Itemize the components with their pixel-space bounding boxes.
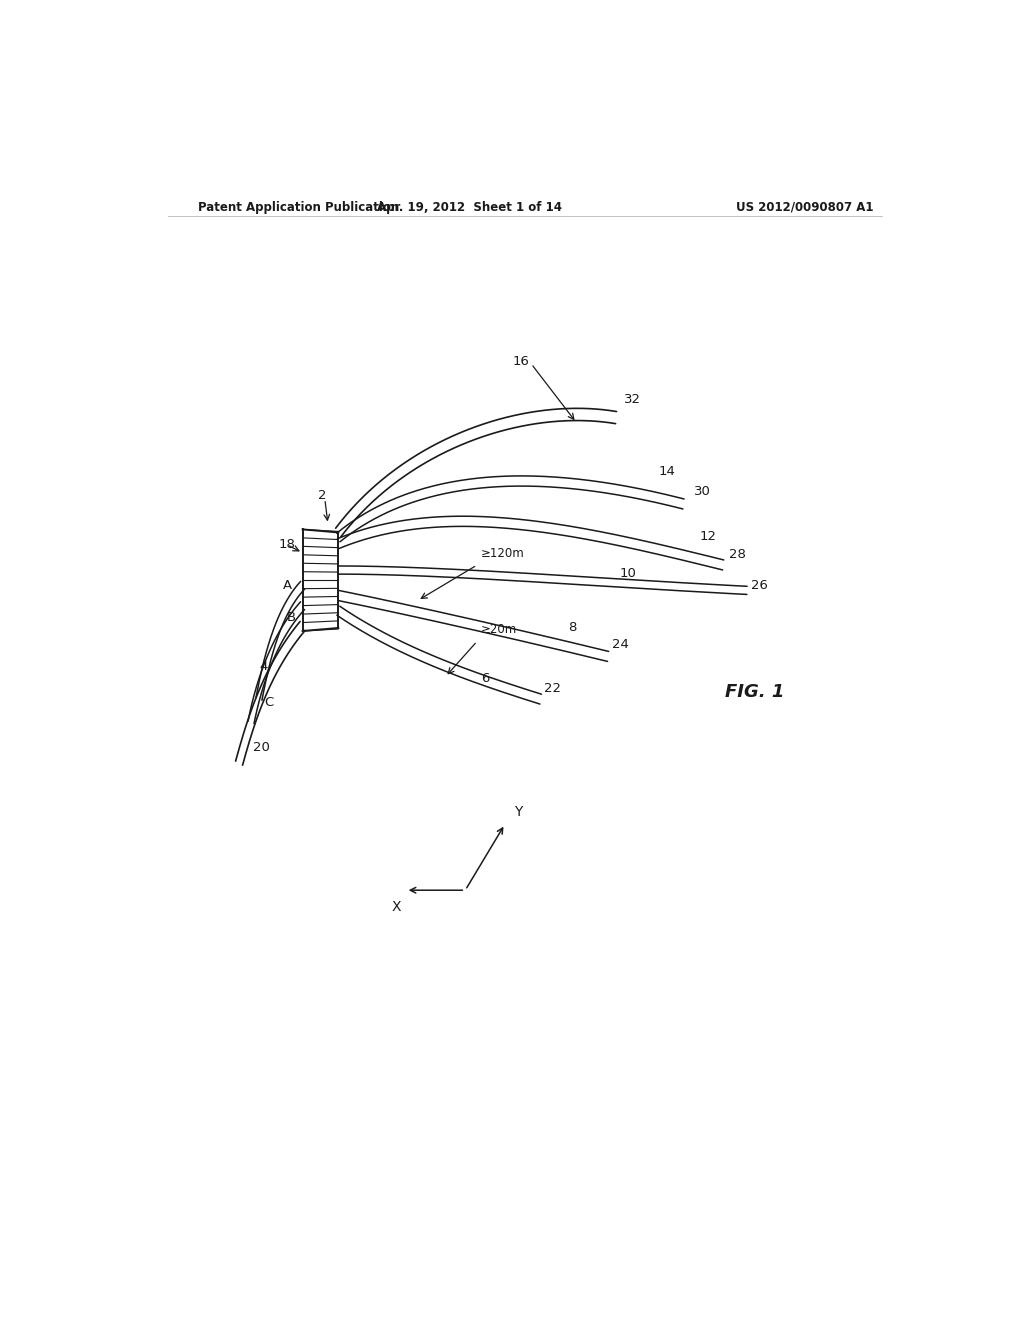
Text: 28: 28: [729, 548, 745, 561]
Text: 4: 4: [259, 660, 267, 673]
Text: 26: 26: [751, 578, 768, 591]
Text: 8: 8: [568, 622, 577, 635]
Text: Patent Application Publication: Patent Application Publication: [198, 201, 399, 214]
Text: 12: 12: [699, 531, 717, 543]
Text: 16: 16: [512, 355, 529, 368]
Text: 6: 6: [481, 672, 489, 685]
Text: B: B: [287, 611, 296, 624]
Text: ≥20m: ≥20m: [481, 623, 517, 636]
Text: 18: 18: [279, 539, 296, 552]
Text: Y: Y: [514, 805, 523, 818]
Text: A: A: [283, 578, 292, 591]
Text: ≥120m: ≥120m: [481, 546, 525, 560]
Text: FIG. 1: FIG. 1: [725, 682, 784, 701]
Text: X: X: [391, 900, 401, 915]
Text: 10: 10: [620, 566, 637, 579]
Text: 30: 30: [694, 486, 711, 498]
Text: 2: 2: [318, 490, 327, 503]
Text: 20: 20: [253, 742, 270, 755]
Text: C: C: [264, 696, 273, 709]
Text: Apr. 19, 2012  Sheet 1 of 14: Apr. 19, 2012 Sheet 1 of 14: [377, 201, 562, 214]
Text: 22: 22: [544, 682, 561, 696]
Text: 24: 24: [612, 638, 629, 651]
Text: US 2012/0090807 A1: US 2012/0090807 A1: [736, 201, 873, 214]
Text: 32: 32: [624, 393, 641, 405]
Text: 14: 14: [658, 465, 675, 478]
